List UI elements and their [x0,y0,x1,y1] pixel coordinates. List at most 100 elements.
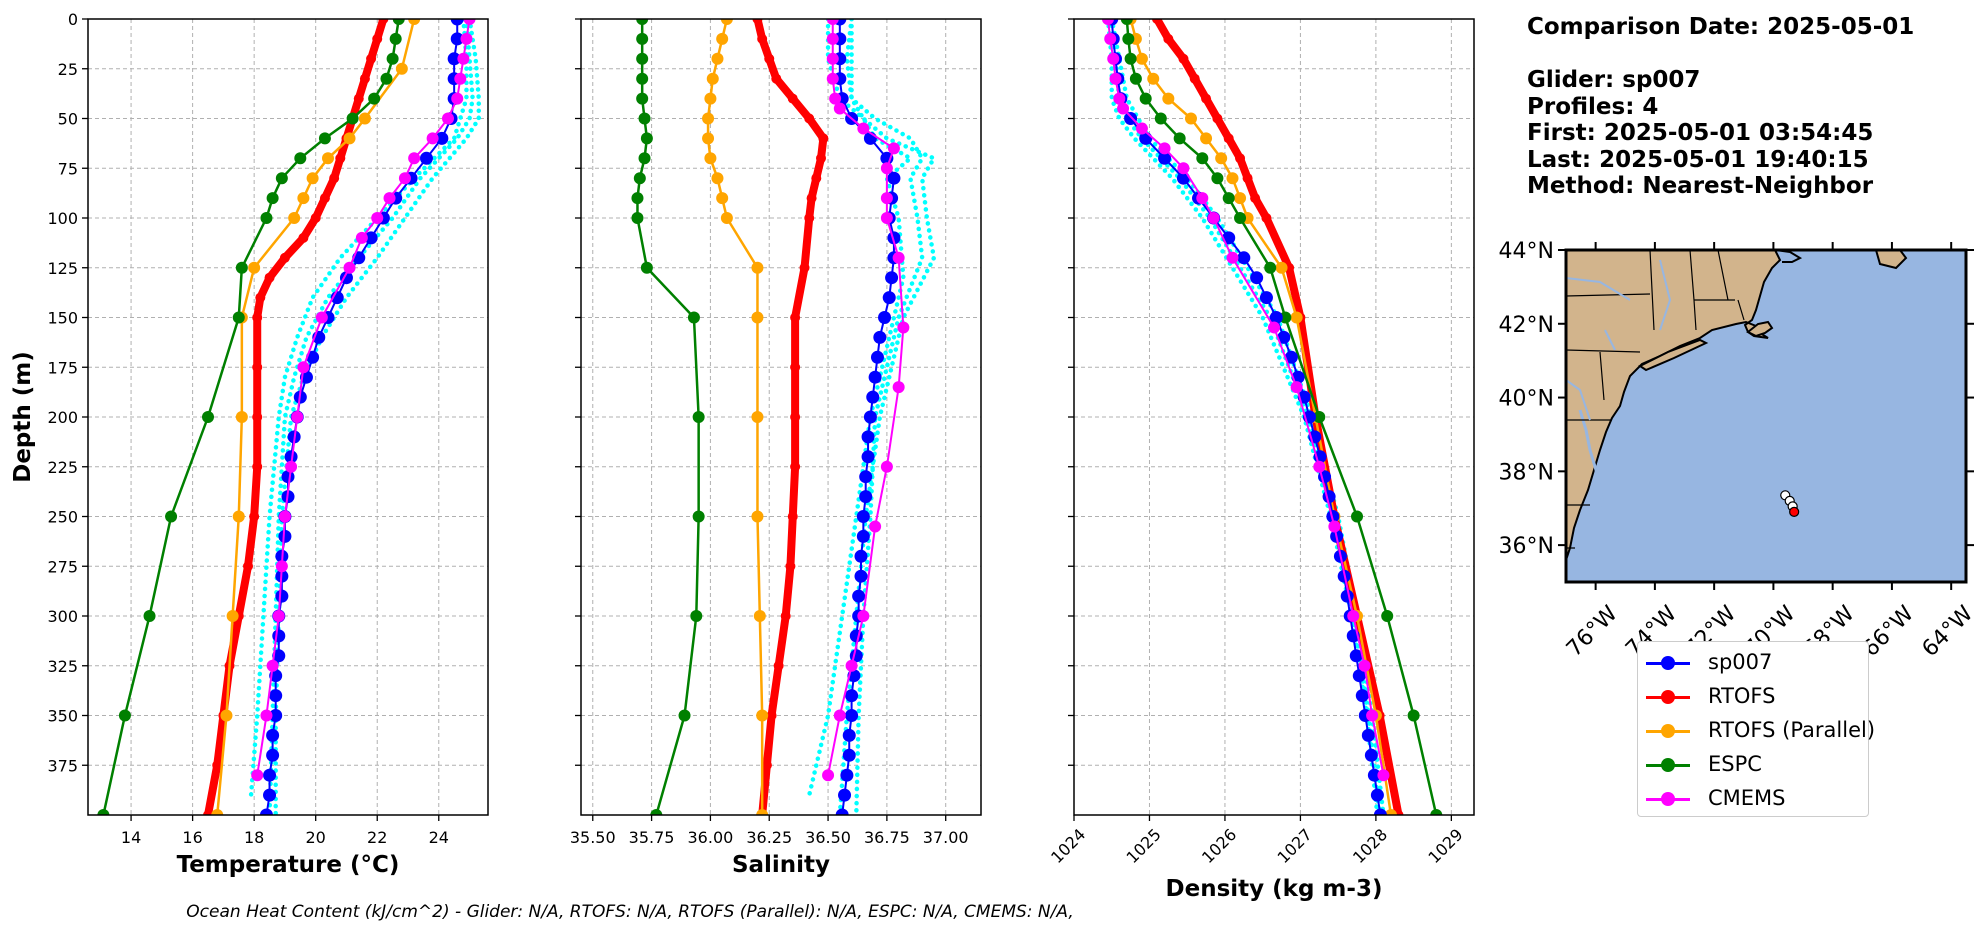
cmems-point [1207,212,1220,224]
espc-point [690,610,703,622]
rtofs-point [761,760,772,771]
cmems-point [857,122,870,135]
rtofs-point [1212,113,1223,124]
espc-point [368,92,381,105]
legend-label: RTOFS [1708,684,1776,708]
rtofs-point [1201,93,1212,104]
y-tick-label: 275 [47,557,78,576]
sp007-point [263,788,277,802]
legend-item-sp007: sp007 [1638,648,1868,678]
rtofs-parallel-point [395,62,408,75]
espc-point [1381,610,1394,622]
cmems-point [880,192,893,205]
espc-point [692,510,705,523]
x-tick-label: 1026 [1198,825,1240,867]
rtofs-point [787,93,798,104]
sp007-point [306,350,320,364]
rtofs-point [790,362,801,373]
legend-label: RTOFS (Parallel) [1708,718,1876,742]
legend-item-rtofs: RTOFS [1638,682,1868,712]
y-tick-label: 325 [47,657,78,676]
rtofs-point [329,173,340,184]
rtofs-parallel-point [1234,192,1247,205]
rtofs-parallel-point [706,72,719,85]
sp007-point [835,808,849,815]
sp007-point [447,52,461,66]
cmems-point [1158,142,1171,155]
cmems-point [887,142,900,155]
sp007-point [878,311,892,324]
cmems-point [1347,610,1360,622]
espc-point [1124,52,1137,65]
sp007-point [838,788,852,802]
rtofs-parallel-point [306,172,319,185]
sp007-point [259,808,273,815]
cmems-point [1177,162,1190,175]
comparison-date: Comparison Date: 2025-05-01 [1527,14,1915,40]
cmems-point [355,231,368,244]
rtofs-parallel-point [711,172,724,185]
espc-point [636,72,649,85]
rtofs-parallel-point [211,809,224,815]
espc-point [640,132,653,145]
sp007-point [1367,768,1381,782]
rtofs-parallel-point [716,32,729,45]
legend-label: ESPC [1708,752,1762,776]
rtofs-parallel-point [751,311,764,324]
cmems-point [1135,122,1148,135]
y-tick-label: 375 [47,756,78,775]
espc-point [631,212,644,224]
sp007-point [854,569,868,583]
glider-positions [1780,490,1800,518]
cmems-point [826,19,839,25]
cmems-point [260,709,273,722]
espc-point [1407,709,1420,722]
rtofs-parallel-point [288,212,301,224]
x-tick-label: 37.00 [923,828,969,847]
rtofs-point [804,213,815,223]
x-tick-label: 20 [306,828,326,847]
rtofs-point [255,292,266,303]
salinity-xlabel: Salinity [732,852,830,878]
espc-point [392,19,405,25]
legend-marker [1661,792,1675,806]
rtofs-point [764,53,775,64]
cmems-point [383,192,396,205]
rtofs-parallel-point [1215,152,1228,165]
plot-series [631,19,938,815]
method: Method: Nearest-Neighbor [1527,173,1874,199]
sp007-point [266,728,280,742]
rtofs-parallel-point [235,411,248,423]
espc-point [650,809,663,815]
espc-point [1313,411,1326,423]
cmems-point [833,102,846,115]
rtofs-point [787,511,798,522]
sp007-point [854,549,868,563]
x-tick-label: 1029 [1424,825,1466,867]
x-tick-label: 35.75 [629,828,675,847]
sp007-point [842,728,856,742]
sp007-point [1322,490,1336,504]
sp007-point [266,748,280,762]
sp007-point [840,768,854,782]
rtofs-parallel-point [702,112,715,125]
rtofs-point [366,53,377,64]
rtofs-point [773,660,784,671]
map-frame [1564,248,1968,584]
sp007-point [275,589,289,603]
rtofs-parallel-point [1184,112,1197,125]
espc-point [1351,510,1364,523]
cmems-point [833,709,846,722]
y-tick-label: 300 [47,607,78,626]
rtofs-parallel-point [751,411,764,423]
cmems-point [845,659,858,672]
espc-point [143,610,156,622]
glider-profile-line [1105,19,1380,815]
cmems-point [398,172,411,185]
rtofs-parallel-point [1135,52,1148,65]
glider-profile-line [248,19,469,798]
rtofs-parallel-point [751,261,764,274]
rivers [1566,259,1672,421]
cmems-point [1313,460,1326,473]
